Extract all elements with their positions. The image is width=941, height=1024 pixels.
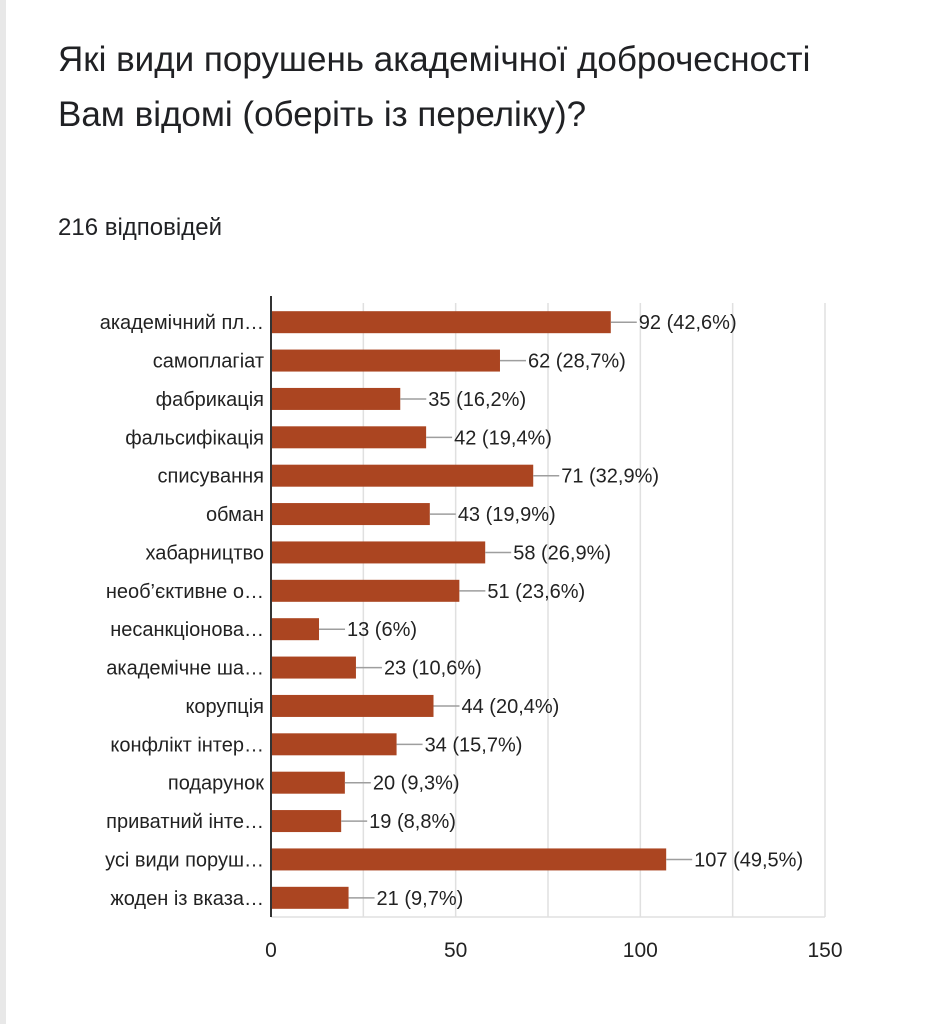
data-label: 35 (16,2%) (428, 389, 526, 411)
data-label: 71 (32,9%) (561, 466, 659, 488)
category-label: фальсифікація (125, 427, 264, 449)
data-label: 20 (9,3%) (373, 773, 460, 795)
category-label: подарунок (168, 773, 264, 795)
bar (271, 694, 434, 717)
bar (271, 579, 460, 602)
data-label: 23 (10,6%) (384, 658, 482, 680)
category-label: корупція (185, 696, 264, 718)
bar (271, 886, 349, 909)
data-label: 92 (42,6%) (639, 312, 737, 334)
bar (271, 464, 534, 487)
category-label: академічне ша… (106, 658, 264, 680)
x-tick-label: 100 (623, 939, 658, 962)
category-label: усі види поруш… (105, 849, 264, 871)
data-label: 43 (19,9%) (458, 504, 556, 526)
category-label: академічний пл… (100, 312, 264, 334)
question-title: Які види порушень академічної доброчесно… (58, 40, 811, 134)
bar (271, 387, 401, 410)
data-label: 19 (8,8%) (369, 811, 456, 833)
bar (271, 311, 611, 334)
category-label: жоден із вказа… (110, 888, 264, 910)
data-label: 13 (6%) (347, 619, 417, 641)
category-label: необ’єктивне о… (106, 581, 264, 603)
response-count: 216 відповідей (58, 214, 222, 241)
category-label: приватний інте… (106, 811, 264, 833)
data-label: 42 (19,4%) (454, 427, 552, 449)
bar (271, 771, 345, 794)
bar (271, 349, 500, 372)
category-label: хабарництво (146, 542, 265, 564)
category-label: конфлікт інтер… (110, 734, 264, 756)
data-label: 34 (15,7%) (425, 734, 523, 756)
bar (271, 618, 320, 641)
data-label: 21 (9,7%) (377, 888, 464, 910)
x-tick-label: 150 (807, 939, 842, 962)
x-tick-label: 50 (444, 939, 467, 962)
data-label: 51 (23,6%) (487, 581, 585, 603)
card-edge (0, 0, 6, 1024)
data-label: 62 (28,7%) (528, 351, 626, 373)
category-label: обман (206, 504, 264, 526)
category-label: самоплагіат (153, 351, 264, 373)
category-label: несанкціонова… (110, 619, 264, 641)
bar (271, 810, 342, 833)
bar (271, 541, 486, 564)
category-label: фабрикація (156, 389, 264, 411)
data-label: 44 (20,4%) (462, 696, 560, 718)
bar (271, 426, 427, 449)
data-label: 58 (26,9%) (513, 542, 611, 564)
bar (271, 848, 667, 871)
bar (271, 503, 430, 526)
bar (271, 733, 397, 756)
x-tick-label: 0 (265, 939, 277, 962)
bar (271, 656, 356, 679)
data-label: 107 (49,5%) (694, 849, 803, 871)
category-label: списування (158, 466, 264, 488)
